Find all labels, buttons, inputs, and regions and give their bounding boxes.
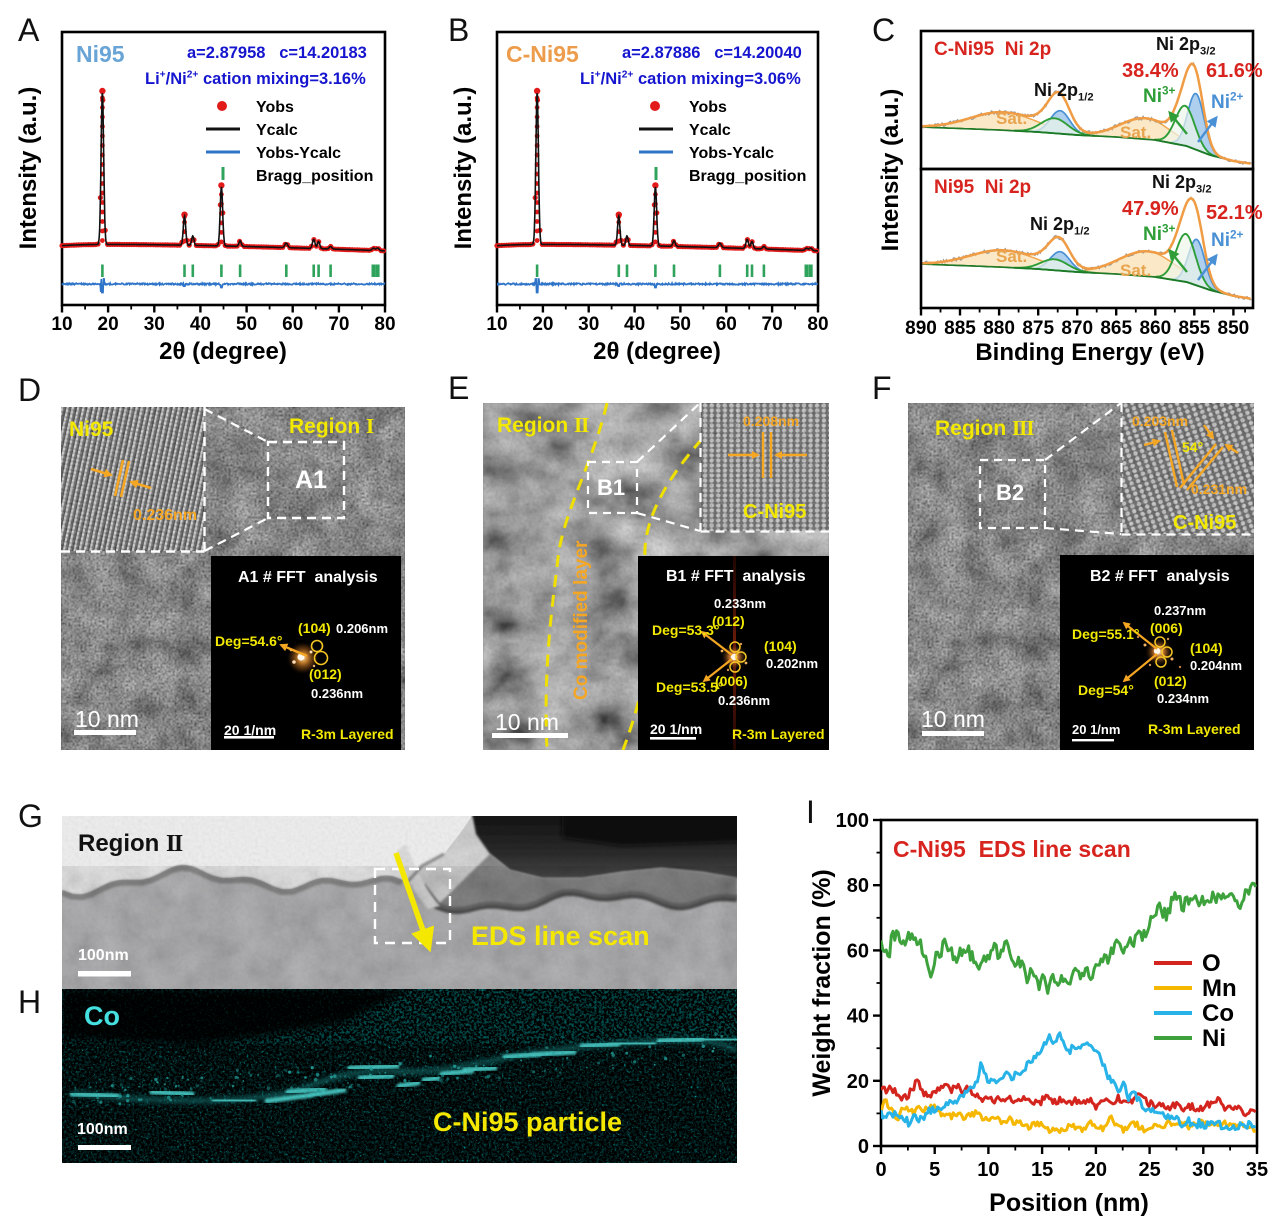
svg-text:35: 35 xyxy=(1246,1159,1268,1181)
svg-text:60: 60 xyxy=(282,314,303,335)
svg-text:860: 860 xyxy=(1139,318,1171,339)
svg-text:855: 855 xyxy=(1178,318,1210,339)
svg-text:20: 20 xyxy=(532,314,553,335)
svg-text:10: 10 xyxy=(977,1159,999,1181)
svg-text:O: O xyxy=(1202,950,1221,977)
svg-text:20: 20 xyxy=(98,314,119,335)
svg-text:20: 20 xyxy=(847,1071,869,1093)
svg-text:60: 60 xyxy=(847,940,869,962)
svg-text:0: 0 xyxy=(875,1159,886,1181)
svg-text:25: 25 xyxy=(1138,1159,1160,1181)
svg-text:Intensity (a.u.): Intensity (a.u.) xyxy=(15,87,42,250)
svg-text:40: 40 xyxy=(190,314,211,335)
svg-text:Ycalc: Ycalc xyxy=(689,122,731,139)
svg-text:Position (nm): Position (nm) xyxy=(989,1189,1149,1217)
svg-text:875: 875 xyxy=(1022,318,1054,339)
svg-text:Binding Energy (eV): Binding Energy (eV) xyxy=(975,339,1204,366)
svg-text:850: 850 xyxy=(1218,318,1250,339)
svg-text:880: 880 xyxy=(983,318,1015,339)
svg-text:15: 15 xyxy=(1031,1159,1053,1181)
svg-text:10: 10 xyxy=(51,314,72,335)
svg-text:885: 885 xyxy=(944,318,976,339)
svg-text:40: 40 xyxy=(847,1006,869,1028)
svg-text:890: 890 xyxy=(905,318,937,339)
svg-text:Ycalc: Ycalc xyxy=(256,122,298,139)
svg-text:50: 50 xyxy=(236,314,257,335)
svg-text:Co: Co xyxy=(1202,1000,1234,1027)
svg-text:Yobs: Yobs xyxy=(256,99,294,116)
svg-text:Bragg_position: Bragg_position xyxy=(256,168,373,185)
svg-text:Intensity (a.u.): Intensity (a.u.) xyxy=(877,89,904,252)
svg-text:5: 5 xyxy=(929,1159,940,1181)
svg-text:Yobs-Ycalc: Yobs-Ycalc xyxy=(689,145,774,162)
svg-text:80: 80 xyxy=(374,314,395,335)
svg-text:80: 80 xyxy=(807,314,828,335)
svg-text:30: 30 xyxy=(1192,1159,1214,1181)
svg-text:2θ (degree): 2θ (degree) xyxy=(159,338,287,365)
svg-text:80: 80 xyxy=(847,875,869,897)
svg-text:20: 20 xyxy=(1085,1159,1107,1181)
svg-text:70: 70 xyxy=(328,314,349,335)
svg-text:40: 40 xyxy=(624,314,645,335)
svg-text:Bragg_position: Bragg_position xyxy=(689,168,806,185)
svg-text:70: 70 xyxy=(762,314,783,335)
svg-text:0: 0 xyxy=(858,1136,869,1158)
svg-text:2θ (degree): 2θ (degree) xyxy=(593,338,721,365)
svg-text:C-Ni95 EDS line scan: C-Ni95 EDS line scan xyxy=(893,836,1131,862)
svg-text:865: 865 xyxy=(1100,318,1132,339)
svg-text:Yobs-Ycalc: Yobs-Ycalc xyxy=(256,145,341,162)
svg-text:30: 30 xyxy=(578,314,599,335)
svg-text:60: 60 xyxy=(716,314,737,335)
svg-text:Intensity (a.u.): Intensity (a.u.) xyxy=(450,87,477,250)
svg-text:Weight fraction (%): Weight fraction (%) xyxy=(808,869,836,1096)
svg-text:Yobs: Yobs xyxy=(689,99,727,116)
svg-text:50: 50 xyxy=(670,314,691,335)
svg-text:870: 870 xyxy=(1061,318,1093,339)
svg-text:30: 30 xyxy=(144,314,165,335)
svg-text:Mn: Mn xyxy=(1202,975,1237,1002)
svg-text:Ni: Ni xyxy=(1202,1025,1226,1052)
svg-text:10: 10 xyxy=(486,314,507,335)
svg-text:100: 100 xyxy=(836,810,869,832)
